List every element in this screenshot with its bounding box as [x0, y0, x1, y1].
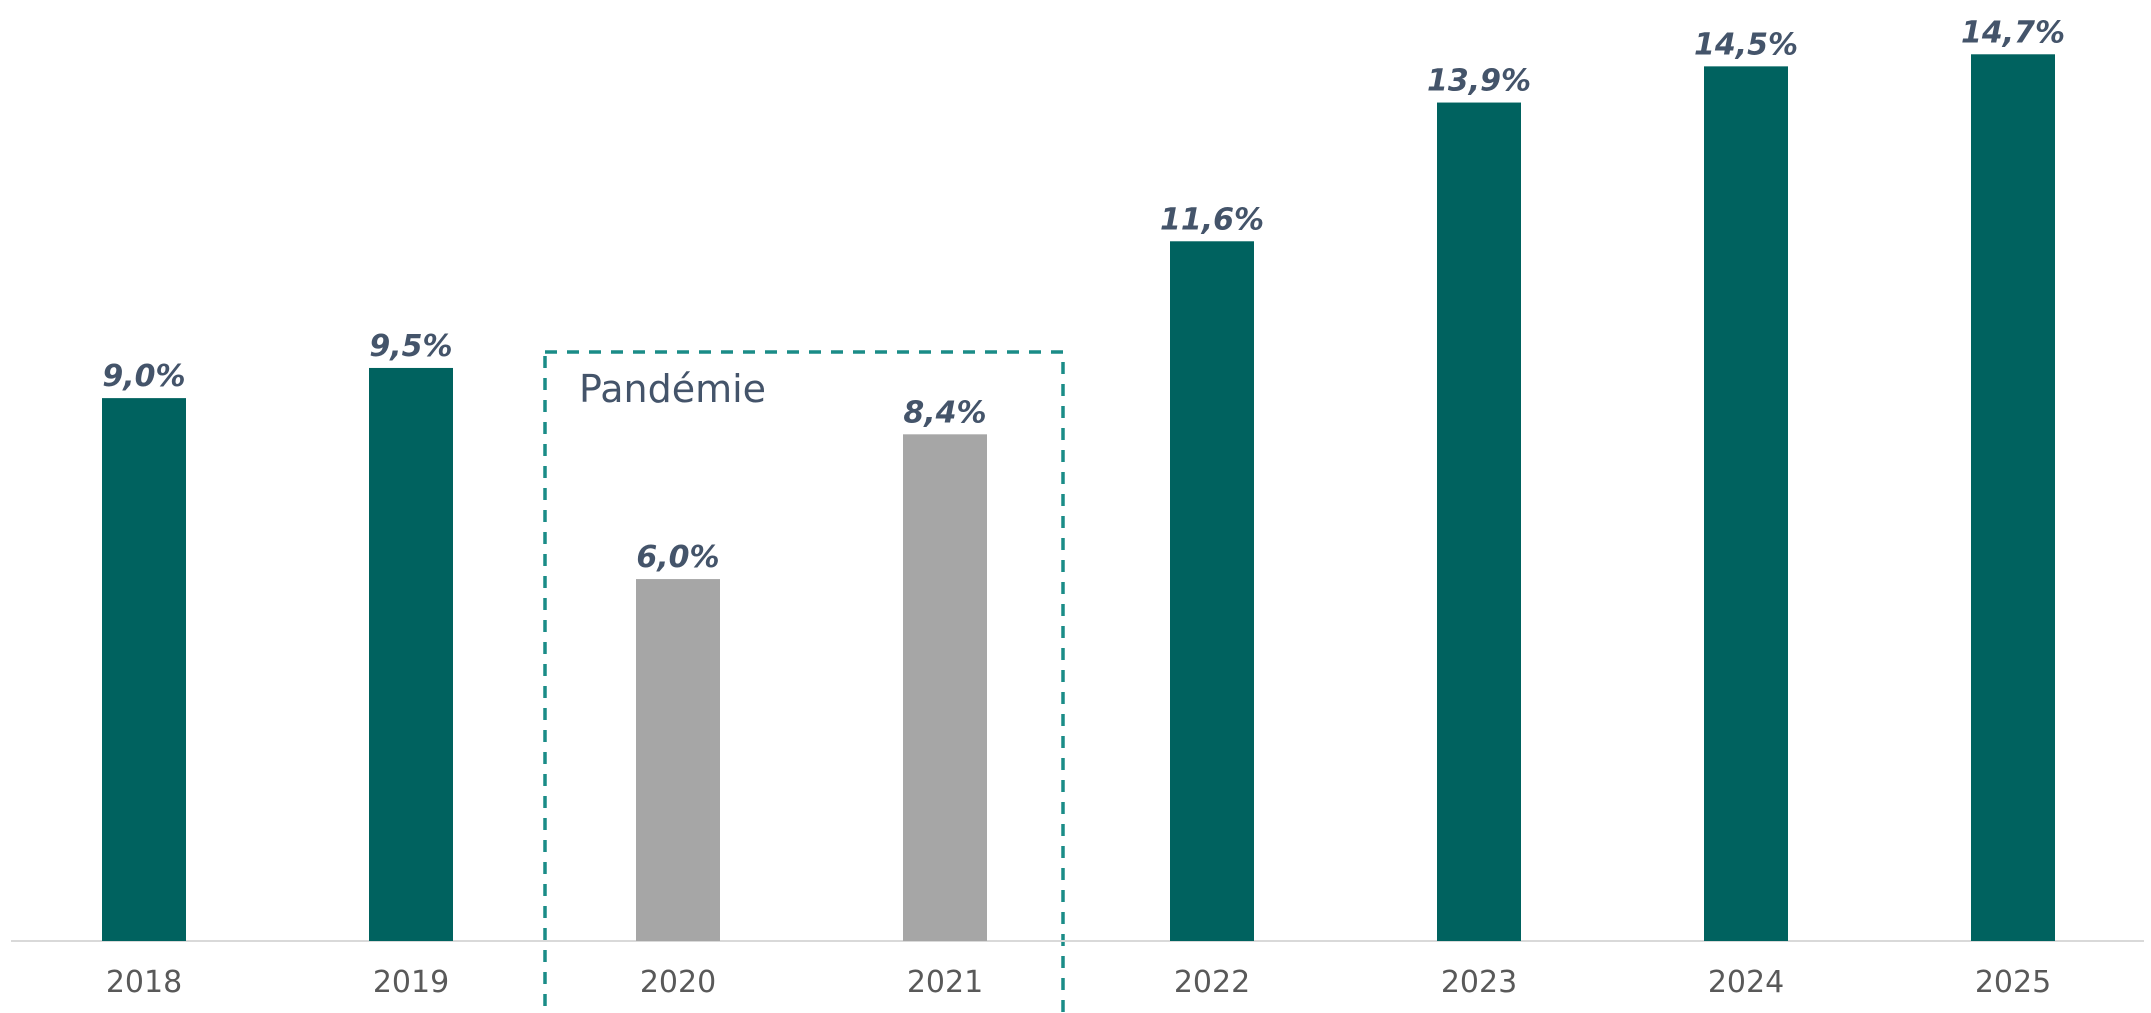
x-tick-label: 2019 [373, 965, 449, 1000]
bar [1704, 66, 1788, 942]
x-tick-label: 2020 [640, 965, 716, 1000]
x-tick-label: 2024 [1708, 965, 1784, 1000]
value-label: 9,5% [369, 329, 452, 364]
x-tick-label: 2021 [907, 965, 983, 1000]
value-label: 13,9% [1427, 64, 1531, 99]
x-tick-label: 2022 [1174, 965, 1250, 1000]
x-tick-label: 2018 [106, 965, 182, 1000]
value-label: 14,7% [1961, 15, 2065, 50]
value-label: 8,4% [903, 395, 986, 430]
pandemic-box [543, 350, 1065, 1013]
annotation: Pandémie [579, 367, 766, 411]
x-tick-label: 2023 [1441, 965, 1517, 1000]
bar [102, 398, 186, 942]
bar [369, 367, 453, 941]
bar [1971, 54, 2055, 942]
bar [1170, 241, 1254, 942]
bar [1437, 102, 1521, 942]
value-label: 9,0% [102, 359, 185, 394]
value-label: 11,6% [1160, 202, 1264, 237]
value-label: 6,0% [636, 540, 719, 575]
bar [903, 434, 987, 941]
bar [636, 579, 720, 941]
value-label: 14,5% [1694, 27, 1798, 62]
x-tick-label: 2025 [1975, 965, 2051, 1000]
